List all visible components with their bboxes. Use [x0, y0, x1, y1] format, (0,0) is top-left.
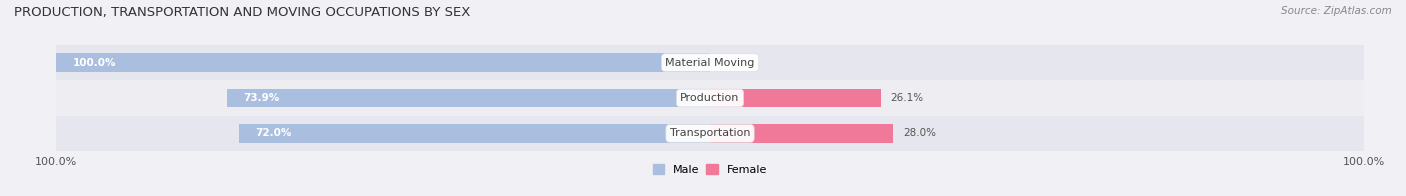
- Bar: [710, 89, 880, 107]
- Bar: [56, 53, 710, 72]
- Legend: Male, Female: Male, Female: [654, 164, 766, 175]
- Text: 73.9%: 73.9%: [243, 93, 280, 103]
- Text: 0.0%: 0.0%: [723, 58, 749, 68]
- Bar: [710, 124, 893, 143]
- Text: Source: ZipAtlas.com: Source: ZipAtlas.com: [1281, 6, 1392, 16]
- Bar: [56, 45, 1364, 80]
- Text: Material Moving: Material Moving: [665, 58, 755, 68]
- Bar: [56, 80, 1364, 116]
- Bar: [56, 116, 1364, 151]
- Text: 28.0%: 28.0%: [903, 128, 936, 138]
- Bar: [239, 124, 710, 143]
- Text: 26.1%: 26.1%: [890, 93, 924, 103]
- Text: Production: Production: [681, 93, 740, 103]
- Bar: [226, 89, 710, 107]
- Text: PRODUCTION, TRANSPORTATION AND MOVING OCCUPATIONS BY SEX: PRODUCTION, TRANSPORTATION AND MOVING OC…: [14, 6, 471, 19]
- Text: Transportation: Transportation: [669, 128, 751, 138]
- Text: 100.0%: 100.0%: [73, 58, 117, 68]
- Text: 72.0%: 72.0%: [256, 128, 292, 138]
